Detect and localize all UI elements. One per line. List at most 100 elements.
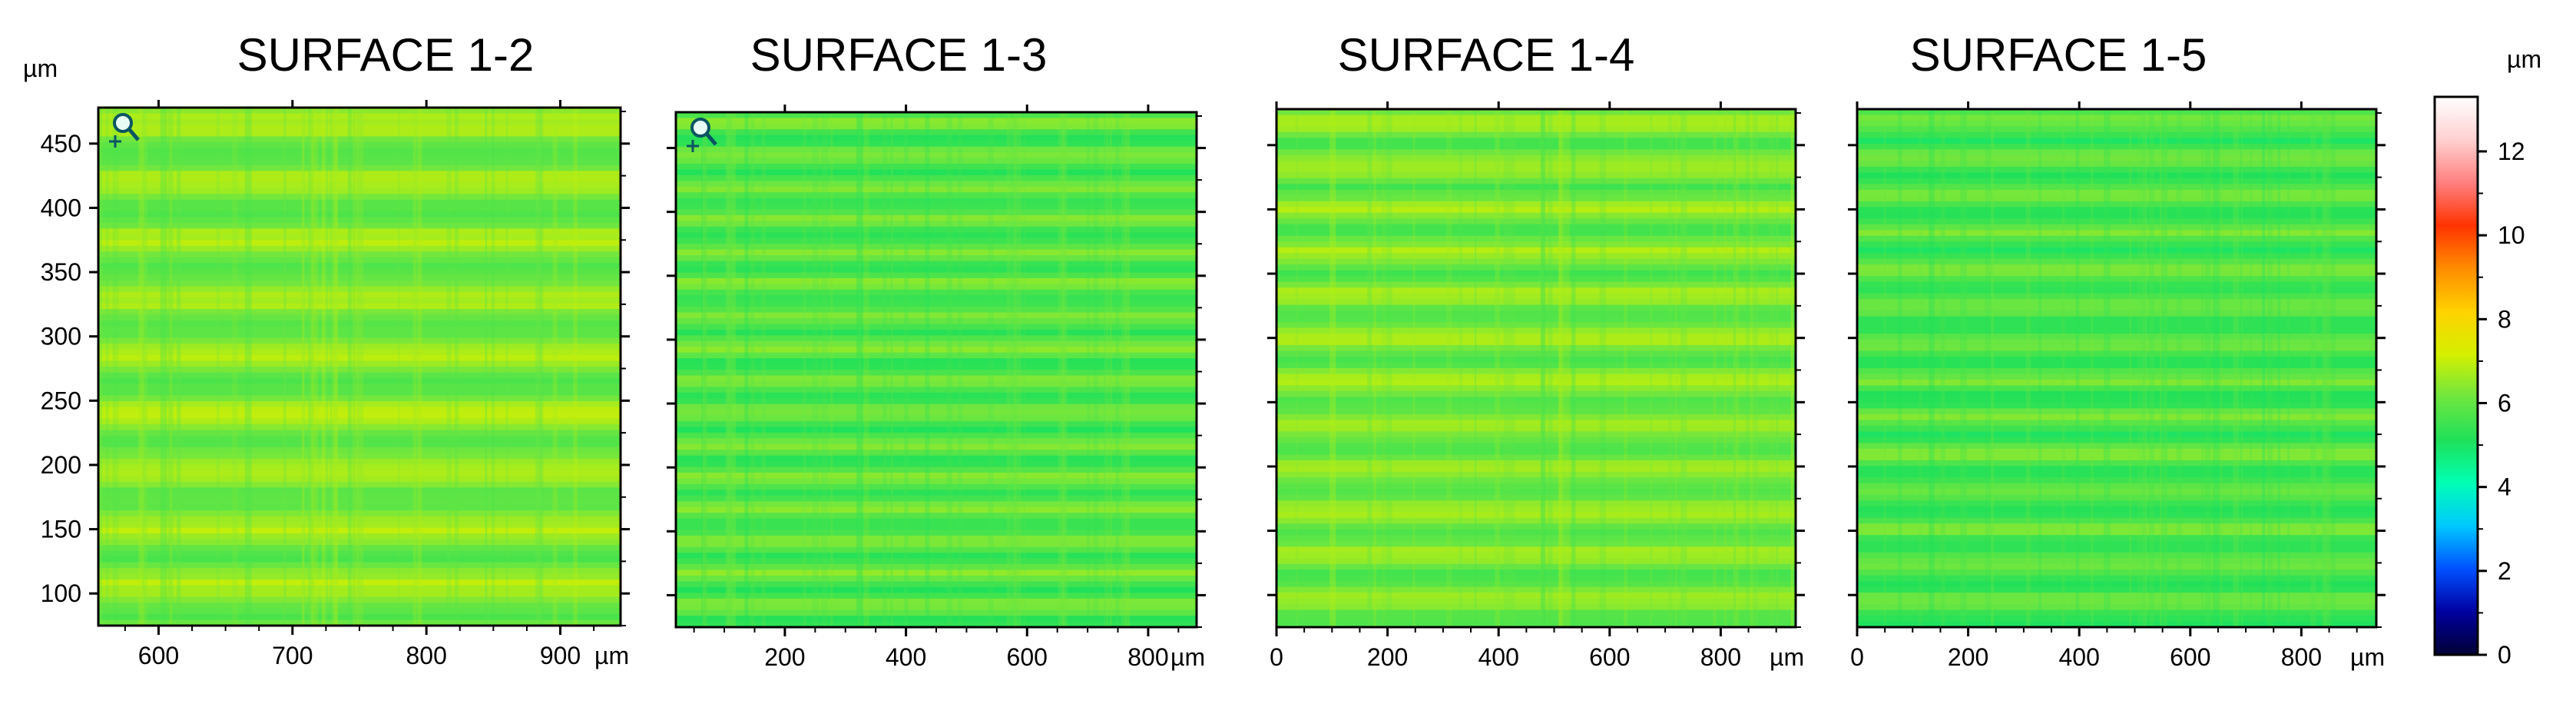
- heatmap-row: [676, 530, 1197, 536]
- left-axis-unit: µm: [23, 55, 58, 82]
- heatmap-streak: [231, 108, 238, 626]
- zoom-tool[interactable]: [687, 118, 717, 152]
- heatmap-row: [1276, 552, 1796, 559]
- heatmap-row: [676, 535, 1197, 542]
- heatmap-streak: [750, 112, 754, 627]
- heatmap-streak: [1775, 109, 1779, 627]
- heatmap-row: [676, 564, 1197, 571]
- heatmap-row: [676, 237, 1197, 244]
- heatmap-row: [1857, 420, 2376, 427]
- heatmap-streak: [2176, 109, 2183, 627]
- heatmap-streak: [2104, 109, 2111, 627]
- heatmap-row: [1276, 494, 1796, 501]
- heatmap-streak: [2141, 109, 2146, 627]
- heatmap-row: [1276, 253, 1796, 260]
- heatmap-row: [1276, 241, 1796, 248]
- magnifier-icon[interactable]: [690, 118, 710, 138]
- heatmap-streak: [2145, 109, 2147, 627]
- heatmap-row: [676, 158, 1197, 164]
- heatmap-streak: [160, 108, 167, 626]
- heatmap-row: [98, 464, 621, 471]
- panel-surface-1-4: SURFACE 1-4 0 200 400 600 800 µm: [1267, 29, 1805, 671]
- heatmap-row: [98, 412, 621, 419]
- move-crosshair-icon[interactable]: [687, 140, 699, 152]
- heatmap-row: [1857, 201, 2376, 208]
- heatmap-streak: [2240, 109, 2243, 627]
- panel-title: SURFACE 1-2: [237, 29, 535, 81]
- heatmap-streak: [491, 108, 495, 626]
- heatmap-streak: [957, 112, 963, 627]
- heatmap-streak: [138, 108, 144, 626]
- heatmap-row: [676, 375, 1197, 382]
- heatmap-row: [98, 493, 621, 500]
- heatmap-row: [1857, 172, 2376, 179]
- heatmap-row: [1857, 390, 2376, 398]
- heatmap-row: [1276, 299, 1796, 306]
- heatmap-streak: [1381, 109, 1386, 627]
- heatmap-row: [676, 267, 1197, 274]
- move-crosshair-icon[interactable]: [109, 135, 121, 148]
- heatmap-row: [676, 324, 1197, 330]
- heatmap-image: 200 400 600 800 µm: [667, 105, 1206, 671]
- colorbar-tick-label: 8: [2498, 305, 2511, 333]
- heatmap-streak: [1558, 109, 1563, 627]
- zoom-tool[interactable]: [109, 113, 140, 148]
- heatmap-row: [676, 307, 1197, 314]
- heatmap-streak: [1898, 109, 1902, 627]
- heatmap-row: [1857, 334, 2376, 340]
- heatmap-row: [1276, 310, 1796, 317]
- heatmap-row: [1276, 540, 1796, 547]
- heatmap-row: [1276, 287, 1796, 294]
- heatmap-row: [676, 558, 1197, 565]
- heatmap-row: [676, 598, 1197, 605]
- heatmap-row: [98, 384, 621, 390]
- heatmap-row: [1276, 460, 1796, 467]
- heatmap-row: [98, 395, 621, 402]
- heatmap-streak: [1459, 109, 1463, 627]
- heatmap-row: [1276, 385, 1796, 392]
- heatmap-row: [676, 495, 1197, 502]
- heatmap-row: [98, 332, 621, 339]
- heatmap-row: [1857, 253, 2376, 260]
- heatmap-row: [676, 609, 1197, 616]
- heatmap-row: [1276, 374, 1796, 380]
- heatmap-row: [98, 458, 621, 465]
- heatmap-row: [1276, 334, 1796, 340]
- heatmap-row: [98, 199, 621, 206]
- heatmap-row: [98, 504, 621, 511]
- heatmap-row: [1276, 293, 1796, 300]
- heatmap-row: [1276, 247, 1796, 254]
- heatmap-row: [1857, 270, 2376, 277]
- heatmap-row: [676, 450, 1197, 457]
- heatmap-row: [1276, 616, 1796, 623]
- heatmap-row: [1857, 184, 2376, 191]
- heatmap-row: [98, 314, 621, 321]
- magnifier-icon[interactable]: [113, 113, 133, 133]
- colorbar: µm 0 2 4 6 8 10 12: [2433, 45, 2541, 669]
- heatmap-row: [1276, 218, 1796, 225]
- heatmap-row: [98, 291, 621, 298]
- heatmap-row: [98, 568, 621, 575]
- magnifier-handle: [127, 128, 140, 141]
- heatmap-row: [1276, 483, 1796, 490]
- heatmap-row: [98, 240, 621, 247]
- heatmap-streak: [1668, 109, 1673, 627]
- heatmap-streak: [1985, 109, 1992, 627]
- heatmap-streak: [1990, 109, 1995, 627]
- x-tick-label: 600: [1589, 643, 1630, 671]
- heatmap-row: [676, 467, 1197, 473]
- heatmap-row: [1857, 443, 2376, 450]
- heatmap-row: [1857, 178, 2376, 184]
- heatmap-row: [98, 228, 621, 235]
- heatmap-row: [676, 483, 1197, 490]
- heatmap-row: [1857, 616, 2376, 623]
- heatmap-row: [98, 603, 621, 609]
- heatmap-row: [1857, 586, 2376, 593]
- heatmap-row: [98, 435, 621, 442]
- heatmap-row: [1276, 368, 1796, 375]
- heatmap-streak: [169, 108, 173, 626]
- heatmap-row: [98, 245, 621, 252]
- heatmap-streak: [2310, 109, 2316, 627]
- heatmap-streak: [332, 108, 337, 626]
- heatmap-streak: [1104, 112, 1106, 627]
